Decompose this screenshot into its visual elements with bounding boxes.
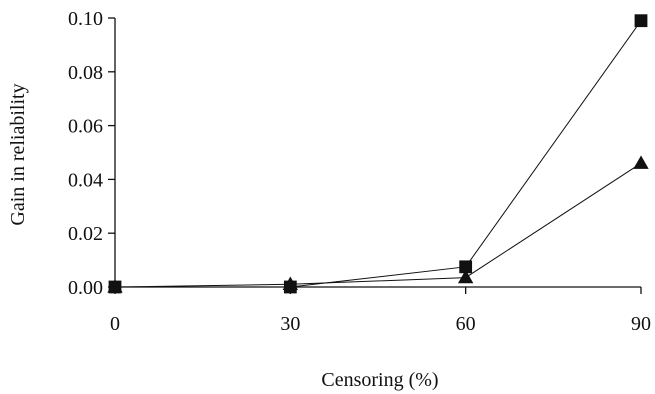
y-tick-label: 0.06 [68,116,103,138]
y-tick-label: 0.08 [68,62,103,84]
square-marker [634,14,648,28]
axes [114,18,641,288]
triangle-marker [633,155,649,169]
x-tick-label: 60 [456,313,476,335]
y-ticks: 0.00 0.02 0.04 0.06 0.08 0.10 [68,8,115,299]
x-axis-title: Censoring (%) [321,369,438,391]
series-line-square [115,20,642,288]
y-tick-label: 0.00 [68,277,103,299]
series-line-triangle [114,162,642,288]
y-tick-label: 0.04 [68,169,103,191]
y-tick-label: 0.10 [68,8,103,30]
triangle-marker [457,269,474,284]
x-tick-label: 0 [110,313,120,335]
y-tick-label: 0.02 [68,223,103,245]
x-tick-label: 90 [631,313,651,335]
triangle-marker [282,276,299,290]
x-ticks: 0 30 60 90 [110,287,651,335]
series-layer [107,14,649,294]
y-axis-title: Gain in reliability [7,83,29,225]
triangle-marker [107,279,123,293]
x-tick-label: 30 [280,313,300,335]
